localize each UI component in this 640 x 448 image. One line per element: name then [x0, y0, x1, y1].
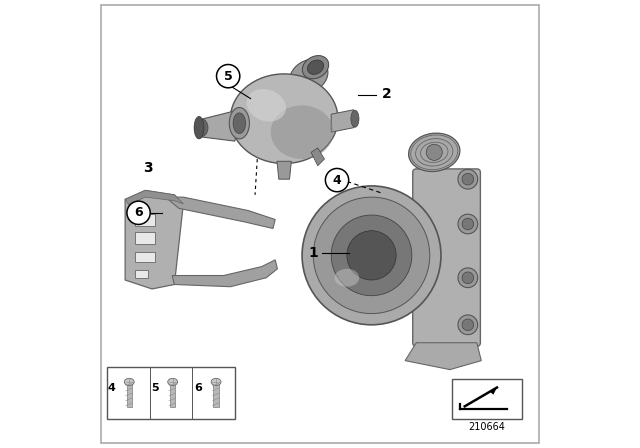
Circle shape	[325, 168, 349, 192]
Circle shape	[302, 186, 441, 325]
Circle shape	[462, 218, 474, 230]
Circle shape	[462, 272, 474, 284]
Polygon shape	[490, 388, 497, 395]
Circle shape	[462, 173, 474, 185]
Text: 6: 6	[194, 383, 202, 393]
Ellipse shape	[290, 59, 328, 93]
Circle shape	[458, 214, 477, 234]
FancyBboxPatch shape	[413, 169, 481, 346]
Ellipse shape	[302, 56, 329, 79]
Ellipse shape	[335, 269, 359, 287]
Ellipse shape	[408, 133, 460, 172]
Bar	[127, 383, 132, 408]
Circle shape	[332, 215, 412, 296]
Ellipse shape	[124, 378, 134, 385]
Text: 3: 3	[143, 161, 152, 175]
Text: 2: 2	[382, 87, 392, 101]
Circle shape	[458, 268, 477, 288]
Circle shape	[462, 319, 474, 331]
Ellipse shape	[233, 113, 246, 134]
Circle shape	[458, 315, 477, 335]
Bar	[213, 383, 219, 408]
Text: 6: 6	[134, 206, 143, 220]
Polygon shape	[311, 148, 324, 166]
Bar	[108, 367, 235, 419]
Polygon shape	[405, 343, 481, 370]
Text: 5: 5	[151, 383, 159, 393]
Ellipse shape	[307, 60, 324, 74]
Circle shape	[127, 201, 150, 224]
Ellipse shape	[195, 119, 208, 137]
Text: 210664: 210664	[468, 422, 506, 432]
Circle shape	[426, 144, 442, 160]
Ellipse shape	[351, 110, 359, 127]
Polygon shape	[277, 161, 291, 179]
Ellipse shape	[211, 378, 221, 385]
Ellipse shape	[271, 105, 333, 159]
Polygon shape	[332, 110, 353, 132]
Polygon shape	[199, 110, 239, 141]
Circle shape	[216, 65, 240, 88]
Ellipse shape	[168, 378, 177, 385]
Text: 1: 1	[308, 246, 318, 260]
Polygon shape	[125, 190, 184, 289]
Bar	[135, 252, 155, 262]
Bar	[135, 270, 148, 278]
Bar	[452, 379, 522, 419]
Text: 4: 4	[108, 383, 115, 393]
Polygon shape	[125, 190, 184, 205]
Bar	[135, 214, 155, 226]
Bar	[135, 232, 155, 244]
Polygon shape	[172, 260, 278, 287]
Ellipse shape	[229, 108, 250, 139]
Circle shape	[314, 197, 430, 314]
Circle shape	[458, 169, 477, 189]
Polygon shape	[165, 197, 275, 228]
Text: 4: 4	[333, 173, 341, 187]
Bar	[170, 383, 175, 408]
Ellipse shape	[194, 116, 204, 139]
Ellipse shape	[230, 74, 338, 164]
Text: 5: 5	[224, 69, 232, 83]
Circle shape	[347, 231, 396, 280]
Ellipse shape	[246, 89, 286, 121]
